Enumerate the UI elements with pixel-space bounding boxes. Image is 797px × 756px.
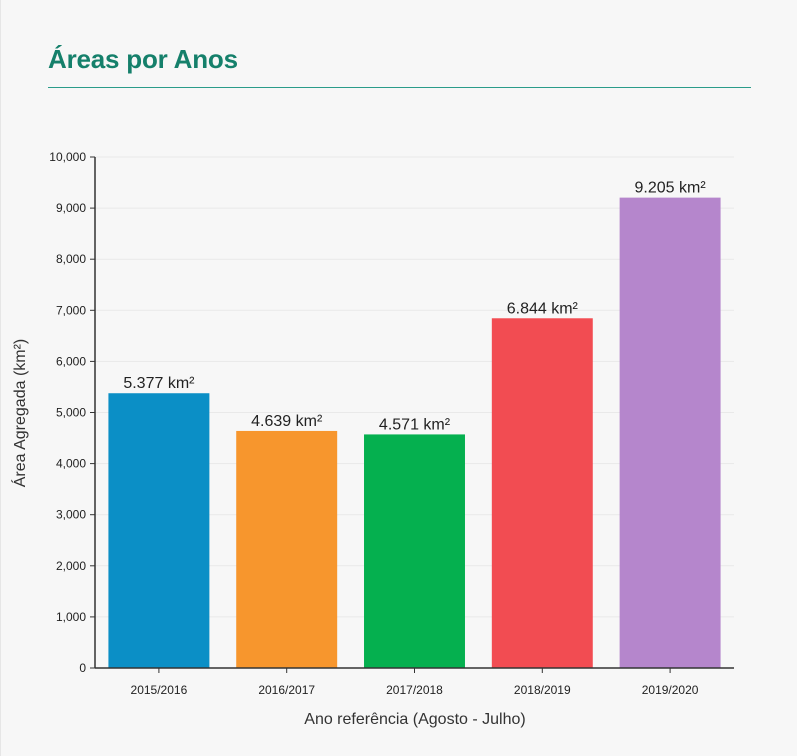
y-tick-label: 9,000: [56, 201, 86, 215]
x-tick-label: 2016/2017: [258, 683, 315, 697]
y-axis-title: Área Agregada (km²): [10, 339, 29, 488]
y-tick-label: 6,000: [56, 354, 86, 368]
x-tick-label: 2015/2016: [131, 683, 188, 697]
x-tick-label: 2018/2019: [514, 683, 571, 697]
y-axis-ticks: 0 1,000 2,000 3,000 4,000 5,000 6,000 7,000 8,00…: [49, 150, 95, 675]
y-tick-label: 3,000: [56, 508, 86, 522]
bars: [108, 197, 721, 668]
bar-data-label: 4.639 km²: [251, 413, 323, 430]
x-tick-label: 2017/2018: [386, 683, 443, 697]
x-axis-title: Ano referência (Agosto - Julho): [304, 711, 525, 728]
y-tick-label: 8,000: [56, 252, 86, 266]
bar[interactable]: [236, 430, 338, 668]
y-tick-label: 10,000: [49, 150, 86, 164]
y-tick-label: 2,000: [56, 559, 86, 573]
title-divider: [48, 87, 751, 88]
y-tick-label: 5,000: [56, 406, 86, 420]
bar-data-label: 9.205 km²: [635, 180, 707, 197]
bar[interactable]: [491, 318, 593, 668]
bar-data-label: 5.377 km²: [123, 375, 195, 392]
y-tick-label: 0: [79, 661, 86, 675]
y-tick-label: 1,000: [56, 610, 86, 624]
bar[interactable]: [364, 434, 465, 668]
bar[interactable]: [108, 393, 210, 668]
bar[interactable]: [619, 197, 721, 668]
y-tick-label: 4,000: [56, 457, 86, 471]
x-axis-ticks: 2015/2016 2016/2017 2017/2018 2018/2019 2019…: [131, 668, 699, 697]
bar-data-labels: 5.377 km² 4.639 km² 4.571 km² 6.844 km² 9.20…: [123, 180, 706, 434]
bar-data-label: 6.844 km²: [507, 300, 579, 317]
card-title: Áreas por Anos: [48, 44, 238, 74]
y-tick-label: 7,000: [56, 303, 86, 317]
x-tick-label: 2019/2020: [642, 683, 699, 697]
bar-data-label: 4.571 km²: [379, 416, 451, 433]
